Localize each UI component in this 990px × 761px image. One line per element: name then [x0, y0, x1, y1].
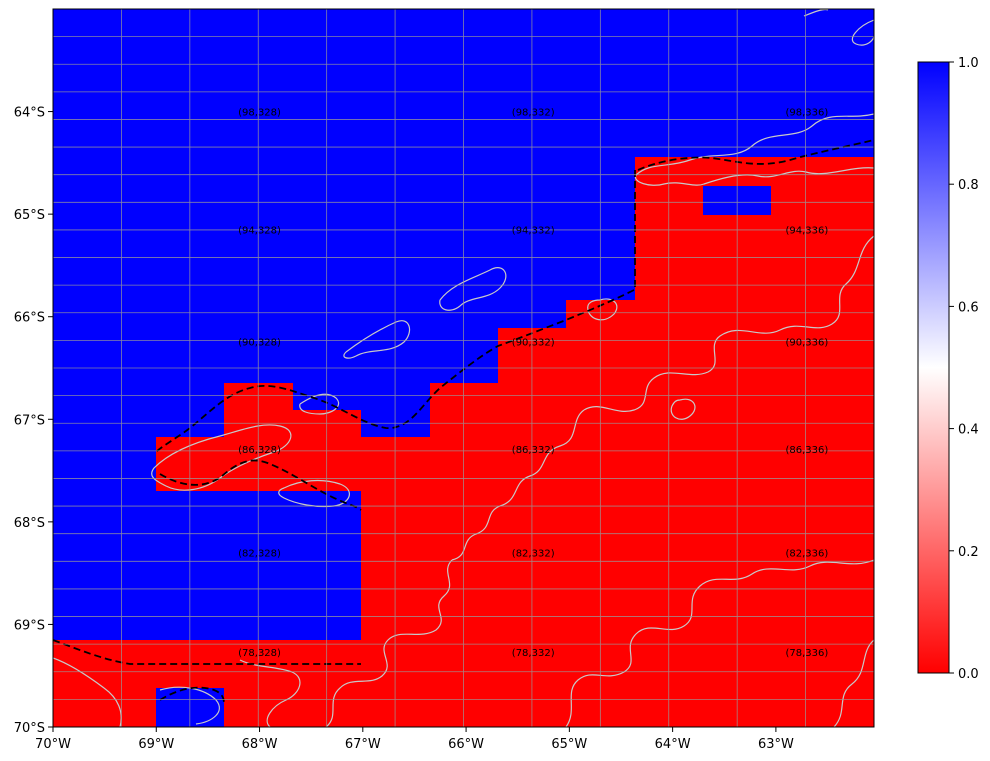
x-tick-label: 63°W: [758, 737, 794, 752]
map-plot-area: [53, 9, 874, 727]
cell-label: (78,332): [512, 648, 555, 659]
cell-label: (86,332): [512, 445, 555, 456]
cell-label: (98,336): [785, 108, 828, 119]
x-tick-label: 68°W: [242, 737, 278, 752]
y-tick-label: 65°S: [14, 208, 45, 223]
map-frame: [52, 8, 875, 728]
cell-label: (98,328): [238, 108, 281, 119]
cell-label: (78,328): [238, 648, 281, 659]
x-tick-label: 65°W: [551, 737, 587, 752]
colorbar-tick-label: 0.6: [958, 300, 979, 315]
y-tick-label: 66°S: [14, 311, 45, 326]
colorbar: 0.0 0.2 0.4 0.6 0.8 1.0: [917, 56, 979, 682]
y-tick-label: 70°S: [14, 721, 45, 736]
colorbar-ticks: 0.0 0.2 0.4 0.6 0.8 1.0: [949, 56, 979, 682]
cell-label: (98,332): [512, 108, 555, 119]
x-tick-label: 67°W: [345, 737, 381, 752]
x-tick-label: 69°W: [138, 737, 174, 752]
cell-label: (90,328): [238, 337, 281, 348]
x-tick-label: 66°W: [448, 737, 484, 752]
y-tick-label: 68°S: [14, 516, 45, 531]
y-tick-label: 64°S: [14, 106, 45, 121]
colorbar-tick-label: 0.8: [958, 178, 979, 193]
coastline: [53, 9, 874, 727]
x-axis: 70°W 69°W 68°W 67°W 66°W 65°W 64°W 63°W: [35, 727, 794, 752]
y-tick-label: 69°S: [14, 618, 45, 633]
cell-label: (90,336): [785, 337, 828, 348]
cell-label: (86,328): [238, 445, 281, 456]
y-tick-label: 67°S: [14, 413, 45, 428]
cell-label: (90,332): [512, 337, 555, 348]
cell-label: (86,336): [785, 445, 828, 456]
y-axis: 64°S 65°S 66°S 67°S 68°S 69°S 70°S: [14, 106, 53, 736]
grid: [53, 9, 874, 727]
x-tick-label: 64°W: [655, 737, 691, 752]
cell-label: (82,332): [512, 549, 555, 560]
cell-label: (94,332): [512, 226, 555, 237]
colorbar-tick-label: 1.0: [958, 56, 979, 71]
cell-labels: (98,328) (98,332) (98,336) (94,328) (94,332)…: [238, 108, 828, 660]
colorbar-tick-label: 0.2: [958, 545, 979, 560]
colorbar-gradient: [917, 61, 950, 674]
colorbar-tick-label: 0.4: [958, 423, 979, 438]
colorbar-tick-label: 0.0: [958, 667, 979, 682]
cell-label: (94,328): [238, 226, 281, 237]
cell-label: (78,336): [785, 648, 828, 659]
cell-label: (94,336): [785, 226, 828, 237]
cell-label: (82,336): [785, 549, 828, 560]
cell-label: (82,328): [238, 549, 281, 560]
x-tick-label: 70°W: [35, 737, 71, 752]
